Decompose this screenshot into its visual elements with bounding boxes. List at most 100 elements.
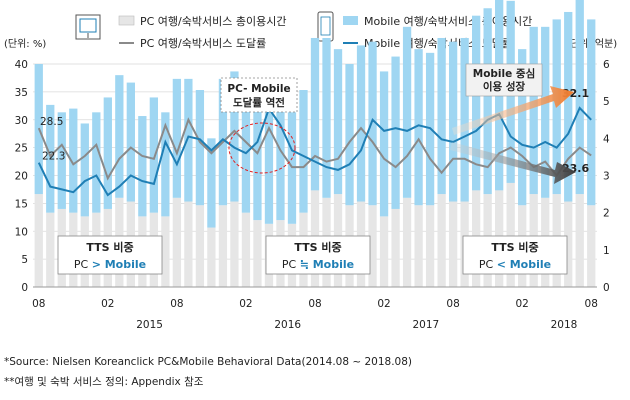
tts-box bbox=[462, 235, 568, 275]
bar-mobile-time bbox=[310, 37, 320, 191]
bar-pc-time bbox=[448, 201, 458, 287]
y-left-tick-label: 0 bbox=[21, 282, 28, 294]
tts-box-compare: PC ≒ Mobile bbox=[282, 258, 354, 271]
y-right-tick-label: 0 bbox=[603, 282, 610, 294]
reversal-callout-box bbox=[220, 77, 298, 113]
bar-mobile-time bbox=[391, 56, 400, 209]
bar-mobile-time bbox=[379, 71, 389, 217]
bar-mobile-time bbox=[230, 71, 239, 202]
bar-mobile-time bbox=[322, 37, 331, 198]
bar-mobile-time bbox=[172, 78, 182, 198]
data-label-mobile-start: 22.3 bbox=[42, 151, 65, 163]
y-left-tick-label: 10 bbox=[15, 226, 28, 238]
bar-pc-time bbox=[195, 205, 205, 287]
bar-mobile-time bbox=[518, 49, 527, 206]
bar-mobile-time bbox=[575, 0, 584, 195]
tts-box-title: TTS 비중 bbox=[294, 240, 341, 254]
bar-mobile-time bbox=[69, 108, 78, 213]
tts-box bbox=[57, 235, 163, 275]
bar-mobile-time bbox=[115, 75, 124, 198]
y-right-tick-label: 5 bbox=[603, 96, 610, 108]
bar-pc-time bbox=[172, 197, 182, 287]
y-left-tick-label: 30 bbox=[15, 115, 28, 127]
legend-label-pc-bar: PC 여행/숙박서비스 총이용시간 bbox=[140, 15, 286, 28]
bar-pc-time bbox=[437, 194, 446, 287]
x-year-label: 2017 bbox=[412, 319, 439, 331]
bar-mobile-time bbox=[207, 138, 216, 228]
x-tick-label: 02 bbox=[377, 298, 390, 310]
legend-swatch-pc-bar bbox=[118, 15, 135, 26]
bar-pc-time bbox=[391, 208, 400, 287]
y-right-tick-label: 6 bbox=[603, 59, 610, 71]
y-left-tick-label: 15 bbox=[15, 198, 28, 210]
y-left-tick-label: 40 bbox=[15, 59, 28, 71]
legend-label-pc-line: PC 여행/숙박서비스 도달률 bbox=[140, 37, 266, 50]
tts-box-title: TTS 비중 bbox=[86, 240, 133, 254]
tts-box bbox=[265, 235, 371, 275]
y-right-tick-label: 3 bbox=[603, 171, 610, 183]
y-left-tick-label: 25 bbox=[15, 143, 28, 155]
x-year-label: 2018 bbox=[551, 319, 578, 331]
tts-box-compare: PC > Mobile bbox=[74, 258, 146, 271]
bar-mobile-time bbox=[541, 26, 550, 198]
bar-mobile-time bbox=[138, 116, 147, 217]
x-tick-label: 08 bbox=[308, 298, 321, 310]
y-left-tick-label: 35 bbox=[15, 87, 28, 99]
bar-pc-time bbox=[46, 212, 55, 287]
bar-mobile-time bbox=[299, 90, 308, 213]
growth-callout-box bbox=[465, 63, 543, 97]
bar-mobile-time bbox=[448, 41, 458, 202]
bar-mobile-time bbox=[333, 49, 343, 195]
bar-pc-time bbox=[368, 205, 377, 287]
y-left-unit-label: (단위: %) bbox=[4, 37, 46, 50]
bar-pc-time bbox=[414, 205, 423, 287]
bar-mobile-time bbox=[460, 37, 469, 202]
x-tick-label: 08 bbox=[446, 298, 459, 310]
x-tick-label: 02 bbox=[239, 298, 252, 310]
bar-mobile-time bbox=[46, 104, 55, 213]
x-year-label: 2016 bbox=[274, 319, 301, 331]
bar-mobile-time bbox=[402, 26, 412, 198]
x-tick-label: 08 bbox=[585, 298, 598, 310]
bar-mobile-time bbox=[368, 41, 377, 206]
bar-pc-time bbox=[218, 205, 228, 287]
definition-note: **여행 및 숙박 서비스 정의: Appendix 참조 bbox=[4, 376, 204, 388]
x-tick-label: 08 bbox=[32, 298, 45, 310]
growth-arrow-orange bbox=[452, 86, 574, 135]
mobile-phone-screen bbox=[320, 16, 331, 36]
bar-pc-time bbox=[506, 182, 515, 287]
reversal-callout-line2: 도달률 역전 bbox=[233, 96, 285, 109]
bar-mobile-time bbox=[103, 97, 112, 209]
bar-pc-time bbox=[587, 205, 596, 287]
legend-swatch-mobile-bar bbox=[343, 16, 358, 25]
bar-pc-time bbox=[402, 197, 412, 287]
bar-mobile-time bbox=[57, 112, 66, 209]
bar-pc-time bbox=[564, 201, 573, 287]
growth-callout-line2: 이용 성장 bbox=[483, 80, 526, 93]
data-label-pc-start: 28.5 bbox=[40, 116, 63, 128]
y-right-tick-label: 4 bbox=[603, 133, 610, 145]
bar-mobile-time bbox=[126, 82, 135, 202]
bar-mobile-time bbox=[437, 37, 446, 195]
bar-mobile-time bbox=[587, 19, 596, 206]
x-tick-label: 02 bbox=[101, 298, 114, 310]
x-year-label: 2015 bbox=[136, 319, 163, 331]
bar-pc-time bbox=[575, 194, 584, 287]
bar-mobile-time bbox=[195, 90, 205, 206]
decline-arrow-dark bbox=[450, 142, 576, 184]
bar-mobile-time bbox=[564, 11, 573, 202]
bar-mobile-time bbox=[264, 101, 274, 224]
bar-pc-time bbox=[34, 194, 43, 287]
bar-mobile-time bbox=[356, 45, 366, 202]
bar-mobile-time bbox=[345, 64, 354, 206]
bar-pc-time bbox=[161, 216, 170, 287]
pc-monitor-screen bbox=[79, 18, 97, 33]
data-label-mobile-end: 32.1 bbox=[562, 87, 589, 100]
tts-box-compare: PC < Mobile bbox=[479, 258, 551, 271]
source-note: *Source: Nielsen Koreanclick PC&Mobile B… bbox=[4, 356, 413, 368]
bar-mobile-time bbox=[414, 49, 423, 206]
bar-mobile-time bbox=[149, 97, 159, 213]
reversal-callout-line1: PC- Mobile bbox=[227, 83, 290, 95]
growth-callout-line1: Mobile 중심 bbox=[473, 67, 535, 80]
reversal-ellipse bbox=[228, 122, 296, 174]
